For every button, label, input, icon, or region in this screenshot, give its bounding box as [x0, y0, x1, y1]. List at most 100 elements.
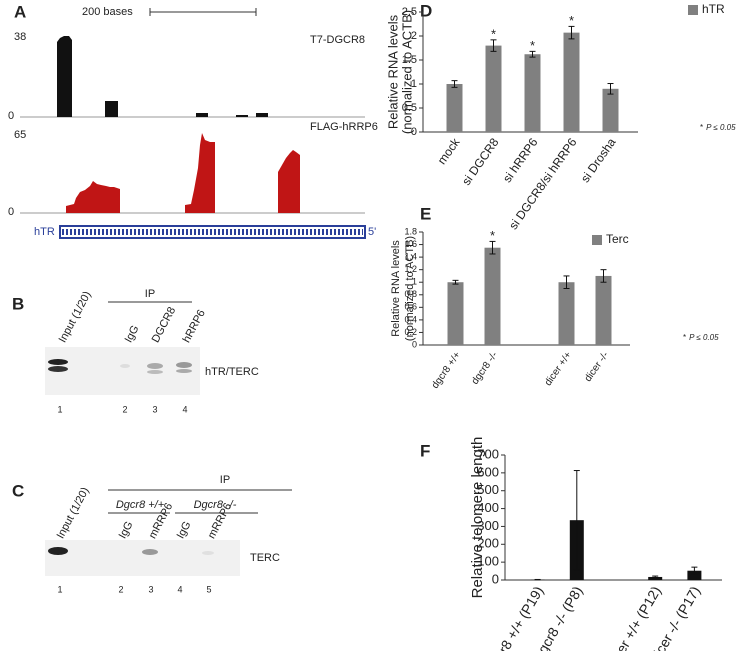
x-tick-label: si DGCR8/si hRRP6 [506, 135, 580, 232]
y-tick-label: 0 [492, 571, 499, 586]
y-tick-label: 1.4 [404, 251, 417, 261]
y-tick-label: 300 [477, 518, 499, 533]
error-bar [607, 83, 614, 95]
error-bar [451, 80, 458, 88]
panel-label: D [420, 1, 432, 20]
group-label: Dgcr8 +/+ [116, 499, 165, 511]
error-bar [490, 39, 497, 52]
y-tick-label: 0.2 [404, 327, 417, 337]
y-tick-label: 0.5 [402, 102, 417, 114]
gene-end: 5' [368, 226, 376, 238]
y-tick-label: 1.6 [404, 239, 417, 249]
y-tick-label: 1 [412, 277, 417, 287]
error-bar [563, 275, 570, 289]
x-tick-label: si hRRP6 [500, 135, 541, 185]
lane-number: 3 [148, 584, 153, 594]
track-max: 65 [14, 129, 26, 141]
lane-label: IgG [175, 519, 194, 540]
lane-number: 5 [206, 584, 211, 594]
bar [558, 282, 575, 345]
x-tick-label: si DGCR8 [459, 135, 502, 188]
gel [45, 540, 240, 576]
error-bar [489, 240, 496, 255]
track-max: 38 [14, 31, 26, 43]
x-tick-label: si Drosha [578, 135, 619, 185]
lane-label: IgG [123, 323, 142, 344]
significance-mark: * [700, 123, 703, 132]
significance-mark: * [683, 333, 686, 342]
panel-label: A [14, 2, 26, 21]
y-tick-label: 1.8 [404, 226, 417, 236]
ip-label: IP [220, 474, 230, 486]
y-axis-label: (normalized to ACTB) [399, 10, 414, 134]
scale-bar [149, 8, 257, 16]
y-tick-label: 0 [411, 126, 417, 138]
scale-bar-label: 200 bases [82, 6, 133, 18]
lane-label: hRRP6 [181, 308, 208, 345]
track-min: 0 [8, 110, 14, 122]
significance-text: P ≤ 0.05 [706, 123, 736, 132]
legend-swatch [592, 235, 602, 245]
bar [602, 88, 619, 132]
lane-label: DGCR8 [150, 305, 179, 345]
panel-label: F [420, 441, 430, 460]
lane-label: IgG [117, 519, 136, 540]
bar [648, 576, 663, 580]
y-axis-label: Relative RNA levels [385, 14, 400, 129]
y-tick-label: 0.4 [404, 314, 417, 324]
bar [446, 84, 463, 132]
y-tick-label: 2.5 [402, 6, 417, 18]
band-label: hTR/TERC [205, 366, 259, 378]
significance-mark: * [491, 26, 496, 41]
bar [524, 54, 541, 132]
y-tick-label: 1.5 [402, 54, 417, 66]
y-tick-label: 200 [477, 536, 499, 551]
gel-bands [48, 359, 192, 374]
bar [484, 247, 501, 345]
y-axis-label: (normalized to ACTB) [404, 236, 416, 341]
y-tick-label: 2 [411, 30, 417, 42]
y-tick-label: 700 [477, 446, 499, 461]
gene-name: hTR [34, 226, 55, 238]
error-bar [652, 575, 659, 579]
gel [45, 347, 200, 395]
x-tick-label: Dgcr8 +/+ (P19) [483, 583, 547, 651]
significance-mark: * [490, 228, 495, 243]
x-tick-label: mock [435, 135, 463, 167]
y-tick-label: 1 [411, 78, 417, 90]
track-coverage [57, 36, 268, 117]
error-bar [691, 566, 698, 575]
y-tick-label: 500 [477, 482, 499, 497]
bar [563, 32, 580, 132]
y-tick-label: 0.6 [404, 302, 417, 312]
x-tick-label: dgcr8 +/+ [430, 350, 463, 391]
group-label: Dgcr8 -/- [194, 499, 237, 511]
error-bar [568, 25, 575, 40]
track-coverage [66, 133, 300, 213]
significance-mark: * [530, 38, 535, 53]
significance-note: * P ≤ 0.05 [700, 123, 736, 132]
gel-bands [48, 547, 214, 555]
x-tick-label: dicer +/+ [543, 350, 574, 388]
error-bar [573, 470, 580, 571]
y-axis-label: Relative RNA levels [390, 240, 402, 337]
y-tick-label: 1.2 [404, 264, 417, 274]
y-tick-label: 100 [477, 554, 499, 569]
significance-mark: * [569, 13, 574, 28]
legend-swatch [688, 5, 698, 15]
lane-number: 4 [182, 404, 187, 414]
lane-number: 1 [57, 404, 62, 414]
lane-number: 1 [57, 584, 62, 594]
legend-label: Terc [606, 232, 629, 246]
y-tick-label: 0.8 [404, 289, 417, 299]
panel-label: C [12, 481, 24, 500]
gene-model [59, 225, 366, 239]
x-tick-label: dgcr8 -/- [470, 350, 500, 387]
y-tick-label: 400 [477, 500, 499, 515]
x-tick-label: Dicer +/+ (P12) [603, 583, 664, 651]
bar [485, 45, 502, 132]
significance-text: P ≤ 0.05 [689, 333, 719, 342]
error-bar [452, 279, 459, 285]
panel-label: E [420, 204, 431, 223]
